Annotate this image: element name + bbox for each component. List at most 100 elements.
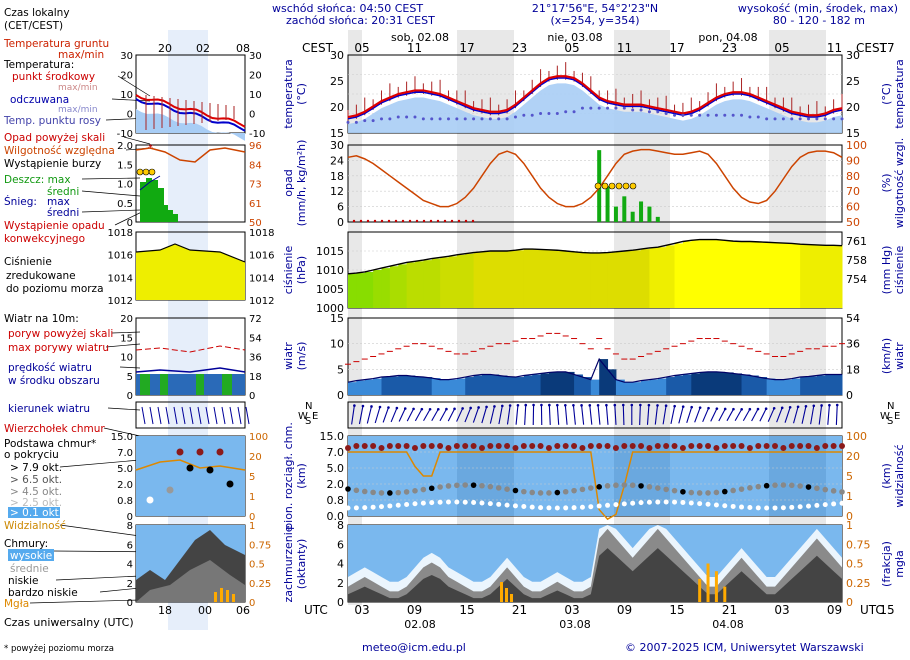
legend-precip-over: Opad powyżej skali — [4, 132, 105, 144]
pressure-tick-left: 1010 — [316, 264, 344, 277]
hour-bottom-label: 09 — [827, 603, 842, 617]
wind-tick-right: 18 — [846, 363, 860, 376]
wind-speed-fill — [607, 369, 617, 395]
cloud-top-dot — [386, 443, 393, 449]
wind-speed-fill — [699, 372, 709, 395]
pressure-tick-left: 1000 — [316, 302, 344, 315]
legend-tick-humid: 96 — [249, 141, 262, 152]
wind-direction-head — [664, 404, 668, 408]
axis-temp-right: temperatura — [893, 59, 906, 128]
cloud-base-low-dot — [420, 500, 426, 506]
wind-direction-head — [516, 403, 520, 407]
legend-temp: Temperatura: — [3, 59, 74, 71]
compass-letter-right: W — [880, 411, 890, 422]
precip-occurrence-dot — [359, 219, 363, 223]
wind-direction-head — [588, 404, 592, 407]
cloud-base-low-dot — [722, 503, 728, 509]
legend-wind-arrow — [141, 406, 146, 425]
wind-direction-head — [681, 405, 685, 408]
cloud-top-dot — [830, 443, 837, 449]
wind-direction-arrow — [589, 405, 593, 425]
cloud-base-low-dot — [563, 505, 569, 511]
legend-tick-wind_kmh: 0 — [249, 391, 255, 402]
legend-temp-mid: punkt środkowy — [12, 71, 95, 83]
legend-tick-cover: 6 — [127, 540, 133, 551]
axis-vis-right-unit: (km) — [880, 463, 893, 489]
humidity-tick-right: 80 — [846, 170, 860, 183]
cloud-top-dot — [529, 443, 536, 449]
precip-tick-left: 0 — [337, 216, 344, 229]
legend-tick-cover: 8 — [127, 521, 133, 532]
cloud-base-dot — [822, 486, 829, 493]
footer-copyright: © 2007-2025 ICM, Uniwersytet Warszawski — [625, 641, 864, 654]
legend-cloud-base-sub: o pokryciu — [4, 449, 59, 461]
legend-dew: Temp. punktu rosy — [3, 115, 101, 127]
dew-point-dot — [497, 117, 501, 121]
wind-direction-arrow — [414, 408, 423, 422]
cloud-base-low-dot — [529, 504, 535, 510]
legend-wind-arrow — [189, 406, 194, 425]
axis-humid-right-unit: (%) — [880, 173, 893, 192]
footer-email[interactable]: meteo@icm.edu.pl — [362, 641, 466, 654]
pressure-fill — [590, 252, 600, 308]
cloud-base-dot — [713, 489, 720, 496]
legend-tick-temp: 20 — [120, 71, 133, 82]
panels-layer: 05111723051117230511172305sob, 02.08nie,… — [29, 31, 906, 631]
cloud-base-low-dot — [713, 502, 719, 508]
pressure-fill — [523, 249, 533, 308]
legend-rain-bar — [158, 188, 164, 222]
cloud-top-dot — [813, 445, 820, 451]
wind-direction-head — [788, 405, 792, 409]
pressure-fill — [632, 250, 642, 308]
dew-point-dot — [731, 113, 735, 117]
cloud-base-low-dot — [605, 502, 611, 508]
legend-gust-max: max porywy wiatru — [8, 342, 109, 354]
cloud-base-dot — [654, 485, 661, 491]
dew-point-dot — [606, 106, 610, 110]
cloud-top-dot — [487, 443, 494, 449]
cloud-base-dot — [646, 484, 653, 490]
cloud-top-dot — [478, 445, 485, 451]
compass-letter-left: N — [305, 401, 312, 412]
hour-top-label: 05 — [774, 41, 789, 55]
visibility-tick-right: 20 — [846, 450, 860, 463]
dew-point-dot — [371, 119, 375, 123]
pressure-fill — [699, 239, 709, 308]
wind-direction-arrow — [423, 408, 431, 422]
wind-direction-arrow — [726, 408, 734, 422]
dew-point-dot — [346, 120, 350, 124]
dew-point-dot — [421, 117, 425, 121]
precip-occurrence-dot — [352, 219, 356, 223]
wind-speed-fill — [808, 376, 818, 395]
legend-tick-precip: 2.0 — [117, 141, 133, 152]
pressure-fill — [741, 241, 751, 308]
wind-speed-fill — [758, 377, 768, 395]
legend-wind-arrow — [149, 406, 154, 425]
wind-direction-arrow — [464, 407, 472, 423]
hour-bottom-label: 09 — [407, 603, 422, 617]
wind-direction-head — [493, 405, 496, 408]
cloud-base-low-dot — [588, 504, 594, 510]
pressure-fill — [456, 254, 466, 308]
pressure-fill — [733, 241, 743, 308]
legend-wind-band — [222, 374, 232, 395]
cloud-top-dot — [822, 443, 829, 449]
fog-bar — [510, 594, 513, 602]
wind-direction-arrow — [439, 408, 447, 422]
cloudbase-tick-left: 15.0 — [320, 430, 345, 443]
wind-speed-fill — [615, 379, 625, 395]
cloud-top-dot — [688, 443, 695, 449]
legend-feels: odczuwana — [10, 94, 69, 106]
wind-direction-head — [613, 403, 617, 407]
dew-point-dot — [488, 117, 492, 121]
dew-point-dot — [413, 115, 417, 119]
fog-bar — [505, 588, 508, 602]
legend-tick-wind_ms: 15 — [120, 333, 133, 344]
legend-tick-cover: 4 — [127, 560, 133, 571]
temp-tick-right: 25 — [846, 75, 860, 88]
fog-bar — [706, 563, 710, 602]
legend-tick-press: 1016 — [249, 251, 274, 262]
precip-occurrence-dot — [394, 219, 398, 223]
dew-point-dot — [438, 117, 442, 121]
legend-feels-minmax: max/min — [58, 105, 98, 115]
